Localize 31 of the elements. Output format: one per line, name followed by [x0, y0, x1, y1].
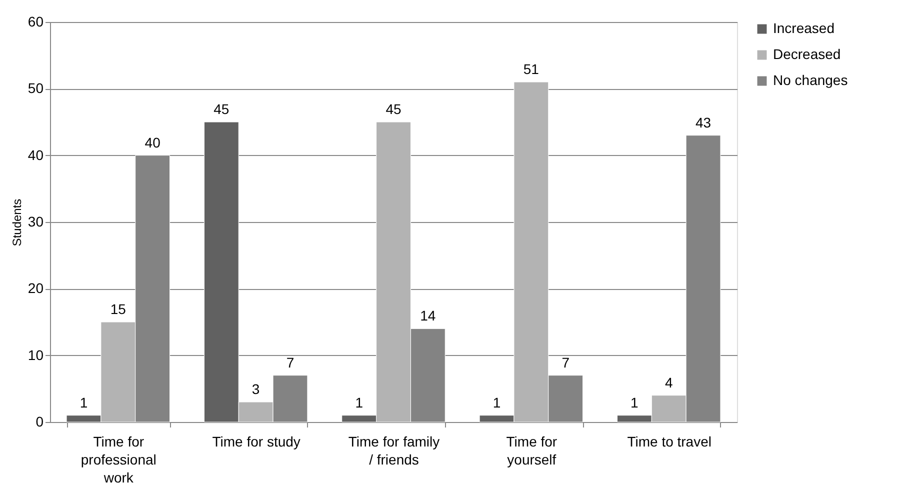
data-label: 40 — [144, 134, 161, 150]
y-tick-label: 10 — [28, 346, 44, 363]
x-tick-label: Time for family / friends — [348, 434, 440, 468]
legend-label: No changes — [773, 72, 848, 88]
y-tick-label: 30 — [28, 214, 44, 230]
data-label: 7 — [286, 354, 294, 370]
y-tick-label: 50 — [28, 80, 44, 96]
legend-label: Increased — [773, 20, 834, 36]
x-tick-label: Time for yourself — [506, 434, 558, 468]
data-label: 45 — [214, 101, 230, 117]
data-label: 43 — [695, 114, 712, 130]
data-label: 3 — [252, 381, 260, 397]
x-tick-label: Time for professional work — [80, 434, 156, 486]
y-tick-label: 0 — [36, 414, 44, 430]
data-label: 4 — [664, 374, 673, 390]
y-tick-label: 60 — [28, 14, 44, 30]
data-label: 7 — [562, 354, 570, 370]
y-axis-title: Students — [10, 198, 24, 246]
data-label: 14 — [420, 308, 436, 324]
y-tick-label: 20 — [28, 280, 44, 296]
data-label: 1 — [630, 394, 639, 410]
x-tick-label: Time to travel — [627, 434, 712, 450]
legend-label: Decreased — [773, 46, 841, 62]
data-label: 1 — [492, 394, 501, 410]
data-label: 45 — [386, 101, 402, 117]
x-tick-label: Time for study — [212, 434, 300, 450]
data-label: 1 — [355, 394, 364, 410]
data-label: 15 — [110, 301, 126, 317]
y-tick-label: 40 — [28, 146, 44, 163]
data-label: 1 — [80, 394, 88, 410]
data-label: 51 — [523, 61, 540, 77]
